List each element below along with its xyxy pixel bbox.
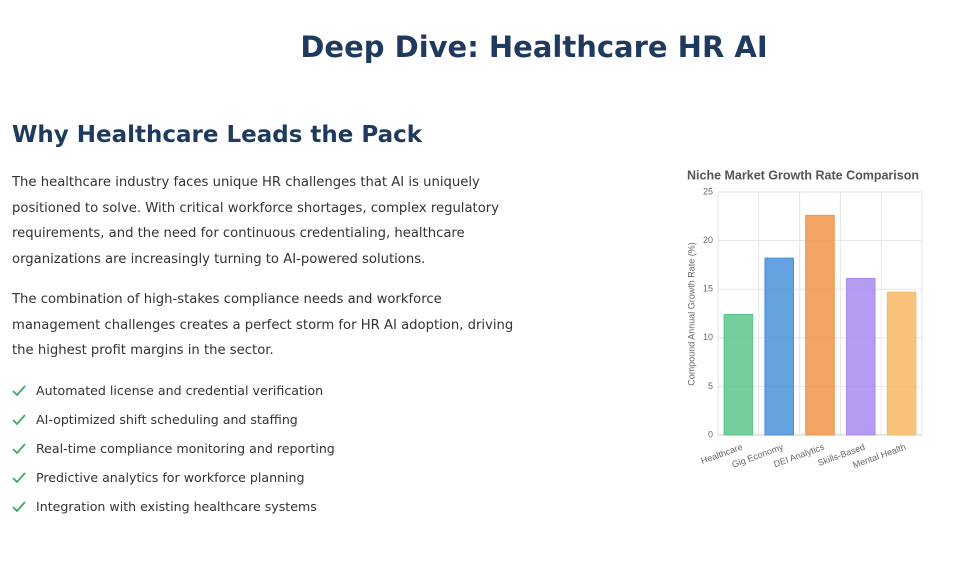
bar — [764, 257, 794, 436]
y-tick-label: 0 — [708, 429, 713, 439]
feature-text: Predictive analytics for workforce plann… — [36, 470, 305, 485]
page-title: Deep Dive: Healthcare HR AI — [300, 30, 768, 64]
feature-item: Real-time compliance monitoring and repo… — [12, 434, 335, 463]
feature-item: Integration with existing healthcare sys… — [12, 492, 335, 521]
section-heading: Why Healthcare Leads the Pack — [12, 122, 423, 148]
check-icon — [12, 442, 26, 454]
paragraphs: The healthcare industry faces unique HR … — [12, 170, 527, 379]
check-icon — [12, 384, 26, 396]
feature-text: AI-optimized shift scheduling and staffi… — [36, 412, 298, 427]
check-icon — [12, 500, 26, 512]
feature-text: Integration with existing healthcare sys… — [36, 499, 317, 514]
paragraph: The healthcare industry faces unique HR … — [12, 175, 500, 267]
bar — [723, 313, 754, 436]
check-icon — [12, 413, 26, 425]
feature-item: Predictive analytics for workforce plann… — [12, 463, 335, 492]
chart: Niche Market Growth Rate Comparison Comp… — [686, 168, 923, 470]
bar — [846, 278, 876, 436]
y-axis-label: Compound Annual Growth Rate (%) — [686, 242, 696, 386]
feature-text: Automated license and credential verific… — [36, 383, 324, 398]
feature-list: Automated license and credential verific… — [12, 376, 335, 521]
y-tick-label: 25 — [703, 186, 713, 196]
chart-title: Niche Market Growth Rate Comparison — [687, 168, 919, 182]
feature-item: Automated license and credential verific… — [12, 376, 335, 405]
bar — [805, 214, 835, 436]
y-tick-label: 15 — [703, 284, 713, 294]
y-tick-label: 20 — [703, 235, 713, 245]
bar — [886, 291, 917, 436]
paragraph: The combination of high-stakes complianc… — [12, 292, 514, 358]
y-tick-label: 10 — [703, 332, 713, 342]
feature-item: AI-optimized shift scheduling and staffi… — [12, 405, 335, 434]
check-icon — [12, 471, 26, 483]
y-tick-label: 5 — [708, 381, 713, 391]
feature-text: Real-time compliance monitoring and repo… — [36, 441, 335, 456]
